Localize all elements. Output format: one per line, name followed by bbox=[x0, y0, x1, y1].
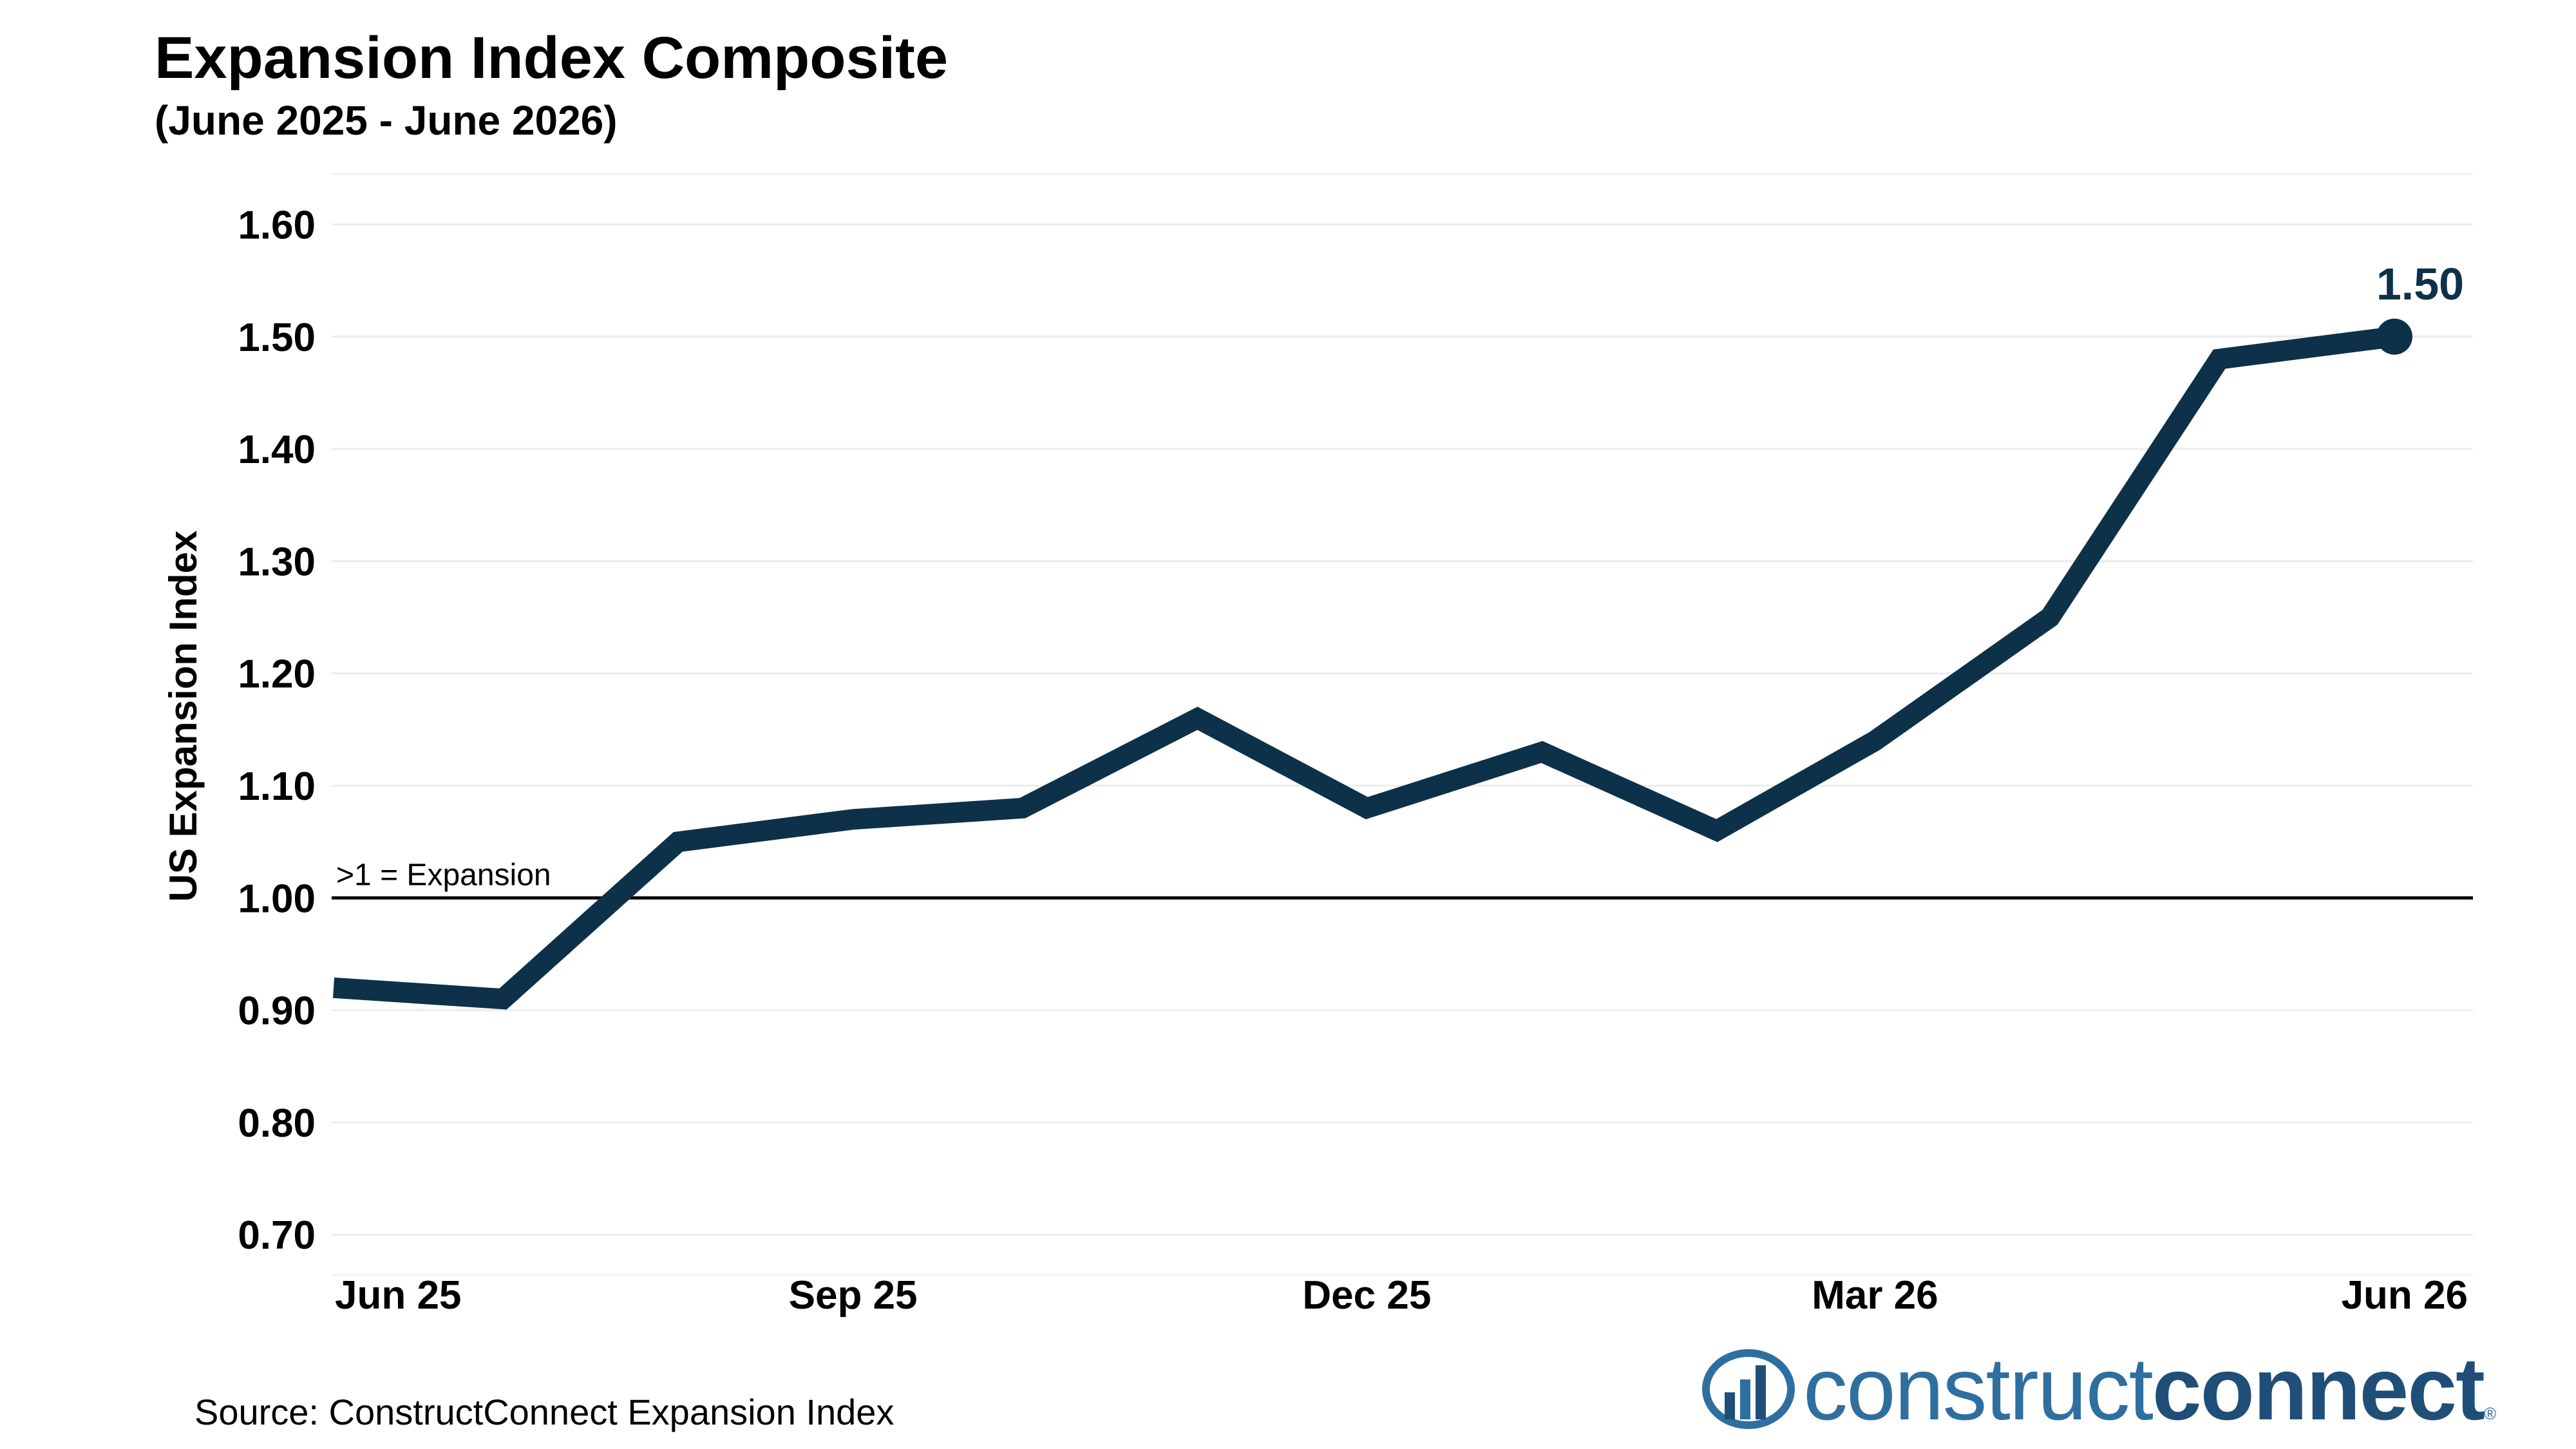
x-tick-label: Jun 26 bbox=[2342, 1273, 2468, 1318]
logo-bars-icon bbox=[1702, 1349, 1795, 1429]
y-tick-label: 0.90 bbox=[238, 989, 316, 1034]
source-note: Source: ConstructConnect Expansion Index bbox=[194, 1392, 895, 1432]
end-value-label: 1.50 bbox=[2376, 259, 2464, 309]
y-tick-label: 1.40 bbox=[238, 428, 316, 472]
chart-subtitle: (June 2025 - June 2026) bbox=[155, 97, 618, 144]
y-axis-label: US Expansion Index bbox=[162, 531, 205, 902]
x-tick-label: Mar 26 bbox=[1812, 1273, 1938, 1318]
y-tick-label: 1.50 bbox=[238, 316, 316, 360]
logo-text-connect: connect bbox=[2152, 1340, 2485, 1439]
x-tick-label: Sep 25 bbox=[789, 1273, 918, 1318]
x-tick-labels: Jun 25 Sep 25 Dec 25 Mar 26 Jun 26 bbox=[335, 1273, 2468, 1318]
reference-line-group: >1 = Expansion bbox=[332, 858, 2473, 900]
y-tick-label: 1.10 bbox=[238, 764, 316, 809]
x-tick-label: Jun 25 bbox=[335, 1273, 461, 1318]
logo-text-construct: construct bbox=[1803, 1340, 2154, 1439]
y-tick-label: 0.70 bbox=[238, 1213, 316, 1258]
end-point bbox=[2376, 318, 2412, 355]
grid-lines bbox=[332, 173, 2473, 1276]
x-tick-label: Dec 25 bbox=[1302, 1273, 1431, 1318]
logo-registered-mark: ® bbox=[2483, 1404, 2496, 1423]
y-tick-label: 1.30 bbox=[238, 540, 316, 584]
y-tick-labels: 0.70 0.80 0.90 1.00 1.10 1.20 1.30 1.40 1.50 1.60 bbox=[238, 203, 316, 1258]
y-tick-label: 1.20 bbox=[238, 652, 316, 697]
series-layer: 1.50 bbox=[332, 259, 2464, 1010]
series-line bbox=[332, 326, 2396, 1010]
y-tick-label: 0.80 bbox=[238, 1101, 316, 1146]
y-tick-label: 1.00 bbox=[238, 876, 316, 921]
constructconnect-logo: constructconnect® bbox=[1700, 1345, 2496, 1434]
reference-line-label: >1 = Expansion bbox=[336, 858, 551, 892]
y-tick-label: 1.60 bbox=[238, 203, 316, 247]
chart-title: Expansion Index Composite bbox=[155, 25, 948, 91]
